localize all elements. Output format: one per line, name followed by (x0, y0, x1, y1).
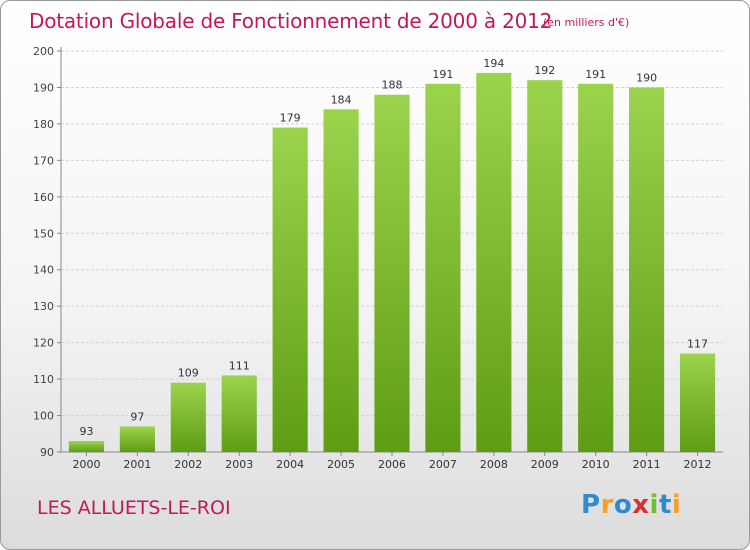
bar-2010 (578, 83, 614, 453)
bar-2006 (374, 94, 410, 452)
x-tick-label: 2001 (123, 458, 151, 471)
x-tick-label: 2011 (633, 458, 661, 471)
bar-value-label: 191 (432, 68, 453, 81)
bar-value-label: 190 (636, 71, 657, 84)
bar-value-label: 109 (178, 367, 199, 380)
x-tick-label: 2008 (480, 458, 508, 471)
y-tick-label: 110 (33, 373, 54, 386)
bar-value-label: 179 (280, 112, 301, 125)
logo-letter: o (613, 490, 633, 520)
bar-value-label: 194 (483, 57, 504, 70)
x-tick-label: 2004 (276, 458, 304, 471)
x-tick-label: 2003 (225, 458, 253, 471)
bar-value-label: 117 (687, 338, 708, 351)
x-tick-label: 2006 (378, 458, 406, 471)
x-tick-label: 2009 (531, 458, 559, 471)
commune-name: LES ALLUETS-LE-ROI (37, 497, 231, 519)
bar-2011 (629, 87, 665, 453)
y-tick-label: 160 (33, 191, 54, 204)
bar-value-label: 97 (130, 410, 144, 423)
y-tick-label: 120 (33, 337, 54, 350)
labels: 90 100 110 120 130 140 150 160 170 180 190 200 93 200… (33, 45, 712, 471)
x-tick-label: 2000 (72, 458, 100, 471)
chart-unit-note: (en milliers d'€) (543, 16, 630, 29)
x-tick-label: 2002 (174, 458, 202, 471)
x-tick-label: 2005 (327, 458, 355, 471)
logo-letter: i (649, 490, 659, 520)
y-tick-label: 150 (33, 227, 54, 240)
x-tick-label: 2007 (429, 458, 457, 471)
y-tick-label: 140 (33, 264, 54, 277)
bar-2001 (119, 426, 155, 452)
y-tick-label: 190 (33, 81, 54, 94)
bar-value-label: 111 (229, 359, 250, 372)
proxiti-logo[interactable]: Proxiti (581, 490, 681, 520)
x-tick-label: 2010 (582, 458, 610, 471)
logo-letter: i (671, 490, 682, 520)
x-tick-label: 2012 (684, 458, 712, 471)
bar-2003 (221, 375, 257, 452)
bar-2005 (323, 109, 359, 452)
logo-letter: x (632, 490, 650, 520)
bar-2009 (527, 80, 563, 452)
bars (68, 72, 716, 453)
y-tick-label: 130 (33, 300, 54, 313)
y-tick-label: 170 (33, 154, 54, 167)
bar-2002 (170, 382, 206, 452)
bar-2008 (476, 72, 512, 452)
y-tick-label: 180 (33, 118, 54, 131)
bar-2004 (272, 127, 308, 453)
y-tick-label: 200 (33, 45, 54, 58)
bar-value-label: 191 (585, 68, 606, 81)
bar-2012 (679, 353, 716, 452)
logo-letter: t (658, 490, 672, 520)
y-tick-label: 90 (40, 446, 54, 459)
chart-title: Dotation Globale de Fonctionnement de 20… (29, 9, 553, 33)
y-tick-label: 100 (33, 410, 54, 423)
logo-letter: P (581, 490, 601, 520)
bar-value-label: 184 (331, 93, 352, 106)
logo-letter: r (600, 490, 614, 520)
bar-value-label: 93 (79, 425, 93, 438)
bar-value-label: 188 (382, 79, 403, 92)
bar-2000 (68, 441, 105, 452)
bar-value-label: 192 (534, 64, 555, 77)
bar-2007 (425, 83, 461, 453)
